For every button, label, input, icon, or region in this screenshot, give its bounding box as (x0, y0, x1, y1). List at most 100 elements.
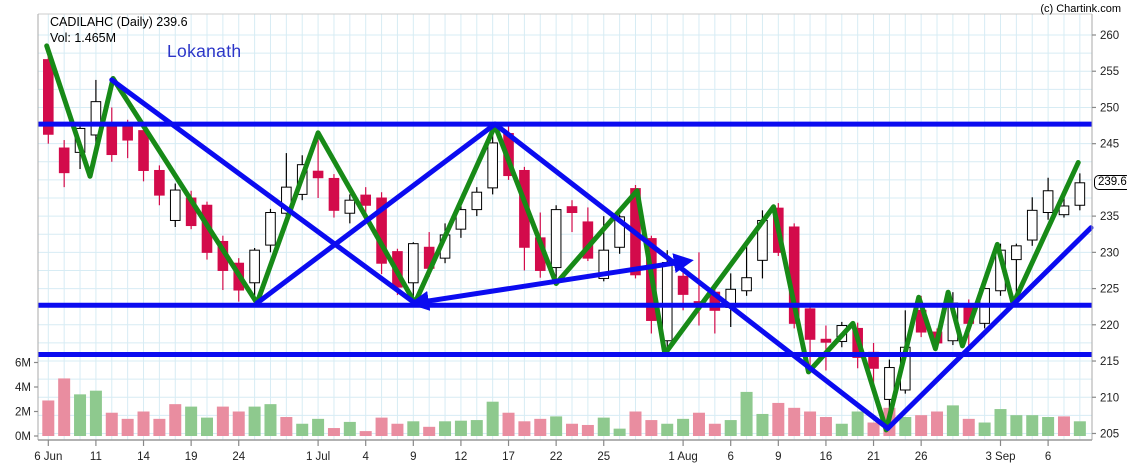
volume-bar (137, 411, 150, 436)
y-tick-label: 230 (1100, 247, 1119, 259)
volume-bar (359, 431, 372, 436)
y-tick-label: 220 (1100, 320, 1119, 332)
volume-bar (1057, 416, 1070, 436)
candle-up (741, 277, 752, 292)
candle-down (804, 308, 816, 340)
volume-bar (835, 423, 848, 436)
vol-tick-label: 6M (15, 358, 31, 370)
candle-up (471, 191, 483, 211)
volume-bar (264, 404, 277, 436)
volume-bar (216, 406, 229, 436)
volume-bar (645, 420, 658, 436)
volume-bar (692, 412, 705, 436)
volume-bar (169, 404, 182, 436)
volume-bar (1042, 417, 1055, 436)
x-tick-label: 9 (775, 451, 781, 463)
x-tick-label: 6 (728, 451, 734, 463)
volume-bar (581, 424, 594, 436)
volume-bar (327, 428, 340, 436)
candle-up (408, 243, 419, 284)
copyright-notice: (c) Chartink.com (1040, 3, 1121, 15)
candles (43, 53, 1086, 428)
vol-tick-label: 0M (15, 431, 31, 443)
candle-up (344, 199, 356, 214)
vol-tick-label: 2M (15, 407, 31, 419)
candle-up (1058, 205, 1070, 216)
x-tick-label: 24 (232, 451, 245, 463)
candle-up (550, 209, 562, 269)
volume-bar (756, 413, 769, 436)
candle-up (281, 186, 292, 214)
axes-frame (37, 13, 1093, 441)
y-tick-label: 235 (1100, 211, 1119, 223)
volume-bar (946, 405, 959, 436)
x-axis: 6 Jun 11 14 19 24 1 Jul 4 9 12 17 22 25 1 Aug 6 9 16 21 2… (34, 440, 1051, 463)
trendlines (109, 77, 1094, 431)
candle-up (1074, 182, 1086, 206)
candle-up (487, 142, 498, 189)
volume-bar (661, 423, 674, 436)
volume-bar (121, 418, 134, 436)
volume-bar (296, 423, 309, 436)
volume-bar (42, 400, 55, 436)
volume-bar (407, 421, 420, 436)
candle-up (1011, 245, 1022, 261)
x-tick-label: 9 (410, 451, 416, 463)
volume-bar (486, 401, 499, 436)
volume-bar (470, 420, 483, 436)
volume-bar (1073, 421, 1086, 436)
trendline (408, 253, 694, 311)
zigzag-line (44, 43, 1081, 433)
volume-bar (1026, 415, 1039, 436)
user-watermark: Lokanath (167, 41, 242, 61)
volume-bar (232, 411, 245, 436)
volume-bar (597, 417, 610, 436)
volume-bar (201, 417, 213, 436)
y-tick-label: 205 (1100, 428, 1119, 440)
volume-bar (851, 411, 864, 436)
volume-bar (58, 378, 71, 436)
volume-axis: 6M 4M 2M 0M (15, 358, 38, 443)
volume-bar (312, 418, 325, 436)
x-tick-label: 19 (185, 451, 198, 463)
candle-down (328, 177, 340, 211)
volume-bar (105, 412, 118, 436)
volume-bar (566, 423, 579, 436)
volume-bar (534, 418, 547, 436)
x-tick-label: 4 (362, 451, 369, 463)
volume-bar (454, 420, 467, 436)
volume-bar (153, 418, 166, 436)
volume-bar (343, 421, 356, 436)
candle-down (360, 194, 371, 206)
x-tick-label: 11 (90, 451, 102, 463)
volume-bar (788, 407, 801, 436)
y-tick-label: 245 (1100, 139, 1119, 151)
vol-tick-label: 4M (15, 382, 31, 394)
volume-bar (439, 421, 452, 436)
trendline (254, 121, 498, 306)
volume-bar (978, 422, 991, 436)
candle-down (566, 206, 578, 214)
volume-bar (915, 415, 928, 436)
volume-bar (994, 409, 1007, 436)
volume-bar (629, 411, 642, 436)
candle-down (43, 59, 54, 135)
x-tick-label: 1 Aug (668, 451, 697, 463)
volume-bar (931, 411, 944, 436)
trendline (109, 77, 418, 306)
volume-bar (804, 411, 817, 436)
volume-bar (185, 406, 198, 436)
x-tick-label: 1 Jul (306, 451, 330, 463)
volume-bar (423, 426, 436, 436)
y-axis: 260 255 250 245 235 230 225 220 215 210 205 (1092, 30, 1119, 440)
x-tick-label: 17 (502, 451, 515, 463)
y-tick-label: 260 (1100, 30, 1119, 42)
zigzag-line (44, 43, 1081, 433)
candle-up (1042, 190, 1054, 214)
candle-up (265, 212, 276, 246)
chart-title: CADILAHC (Daily) 239.6 (50, 15, 188, 29)
volume-readout: Vol: 1.465M (50, 31, 117, 45)
volume-bar (867, 422, 880, 436)
